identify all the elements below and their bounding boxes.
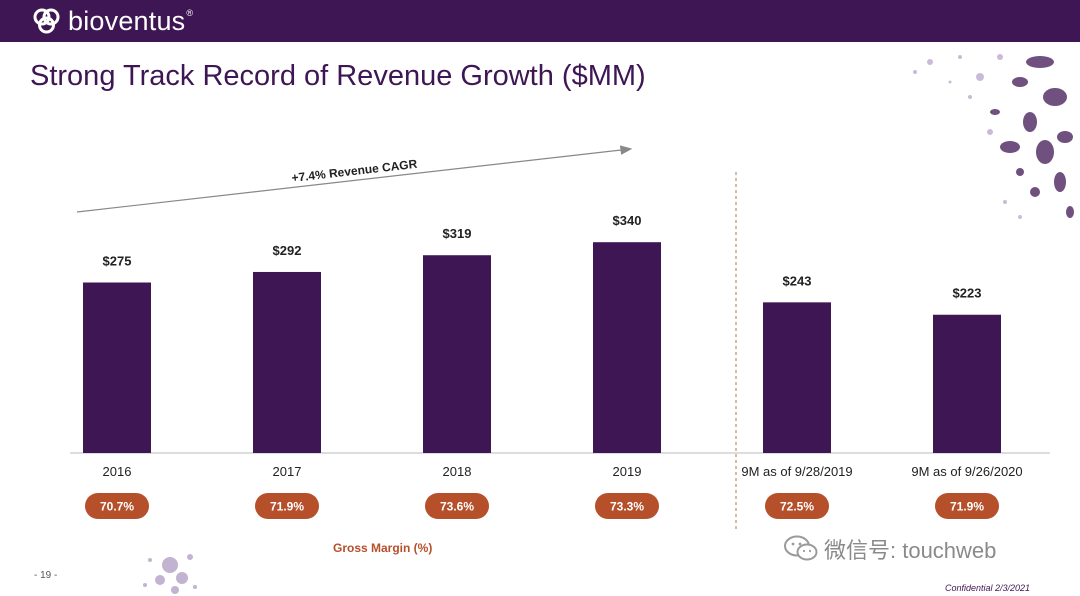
revenue-bar — [253, 271, 321, 453]
cagr-arrow — [76, 145, 633, 213]
bar-value-label: $292 — [273, 243, 302, 258]
gross-margin-pill — [935, 493, 999, 519]
gross-margin-value: 73.6% — [440, 500, 474, 514]
revenue-bar — [763, 302, 831, 453]
gross-margin-pill — [595, 493, 659, 519]
bar-value-label: $275 — [103, 254, 132, 269]
gross-margin-value: 71.9% — [270, 500, 304, 514]
wechat-watermark: 微信号: touchweb — [784, 534, 996, 564]
gross-margin-value: 72.5% — [780, 500, 814, 514]
registered-mark: ® — [186, 8, 194, 18]
bar-value-label: $243 — [783, 273, 812, 288]
slide-title: Strong Track Record of Revenue Growth ($… — [30, 60, 646, 92]
category-label: 2018 — [443, 464, 472, 479]
page-number: - 19 - — [34, 570, 58, 581]
revenue-bar — [933, 314, 1001, 453]
gross-margin-pill — [425, 493, 489, 519]
category-label: 2016 — [103, 464, 132, 479]
watermark-text: 微信号: touchweb — [824, 538, 997, 563]
gross-margin-pill — [85, 493, 149, 519]
wechat-icon — [784, 535, 818, 561]
category-label: 9M as of 9/28/2019 — [741, 464, 852, 479]
gross-margin-value: 70.7% — [100, 500, 134, 514]
bar-value-label: $340 — [613, 213, 642, 228]
gross-margin-value: 73.3% — [610, 500, 644, 514]
category-label: 2019 — [613, 464, 642, 479]
category-label: 9M as of 9/26/2020 — [911, 464, 1022, 479]
bioventus-logo: bioventus ® — [32, 4, 193, 38]
gross-margin-pill — [255, 493, 319, 519]
revenue-bar — [423, 255, 491, 453]
bar-value-label: $223 — [953, 286, 982, 301]
confidential-note: Confidential 2/3/2021 — [945, 583, 1031, 593]
gross-margin-value: 71.9% — [950, 500, 984, 514]
header-bar: bioventus ® — [0, 0, 1080, 42]
gross-margin-caption: Gross Margin (%) — [333, 541, 433, 555]
splatter-decoration-bottom — [143, 554, 197, 594]
brand-name: bioventus — [68, 5, 186, 36]
revenue-bar — [593, 242, 661, 453]
bar-value-label: $319 — [443, 226, 472, 241]
gross-margin-pill — [765, 493, 829, 519]
bioventus-logo-icon — [33, 8, 60, 34]
revenue-bar — [83, 282, 151, 453]
category-label: 2017 — [273, 464, 302, 479]
splatter-decoration — [913, 54, 1074, 219]
